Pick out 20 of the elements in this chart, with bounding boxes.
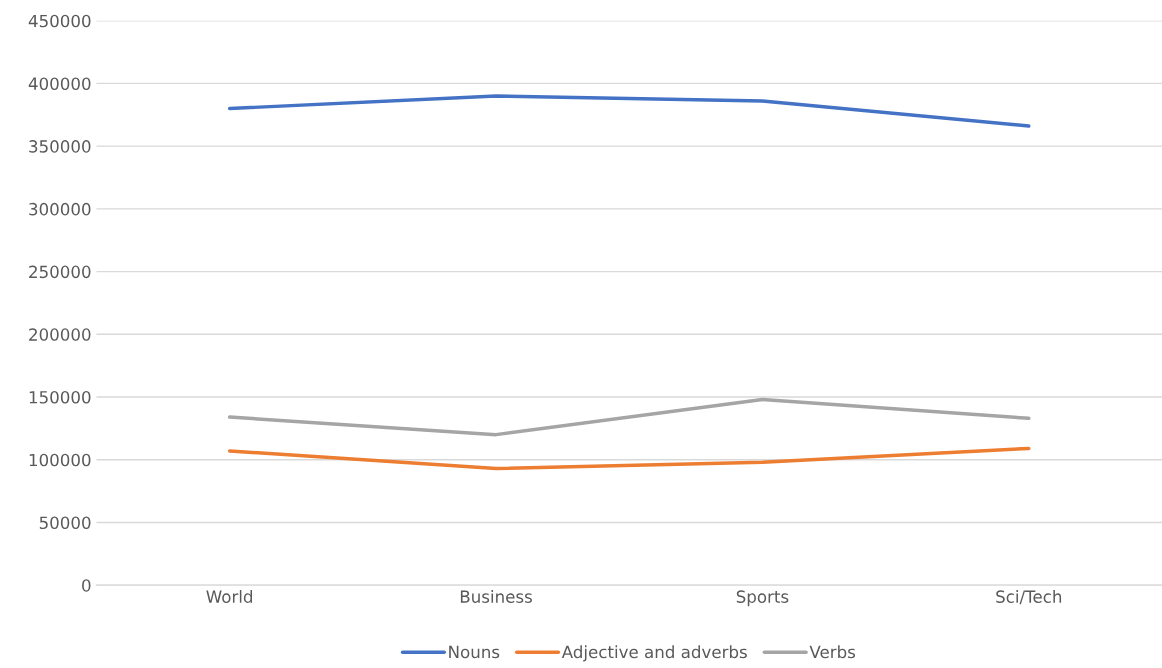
y-tick-label: 400000 [28, 77, 91, 90]
legend-label: Adjective and adverbs [561, 645, 747, 662]
y-tick-label: 0 [82, 579, 91, 592]
x-tick-label: Business [460, 590, 532, 603]
y-tick-label: 150000 [29, 390, 91, 404]
x-tick-label: Sports [736, 590, 789, 607]
y-tick-label: 450000 [28, 14, 91, 28]
y-tick-label: 300000 [29, 202, 91, 216]
y-tick-label: 50000 [39, 516, 91, 530]
y-tick-label: 100000 [29, 453, 91, 467]
y-tick-label: 250000 [29, 265, 91, 279]
x-tick-label: World [206, 590, 253, 603]
y-tick-label: 350000 [29, 140, 91, 153]
line-series [227, 397, 1031, 437]
line-series [227, 94, 1031, 128]
legend-label: Verbs [809, 645, 856, 659]
x-tick-label: Sci/Tech [996, 590, 1062, 605]
y-tick-label: 200000 [29, 328, 91, 341]
line-series [227, 446, 1031, 471]
legend-label: Nouns [449, 645, 500, 659]
